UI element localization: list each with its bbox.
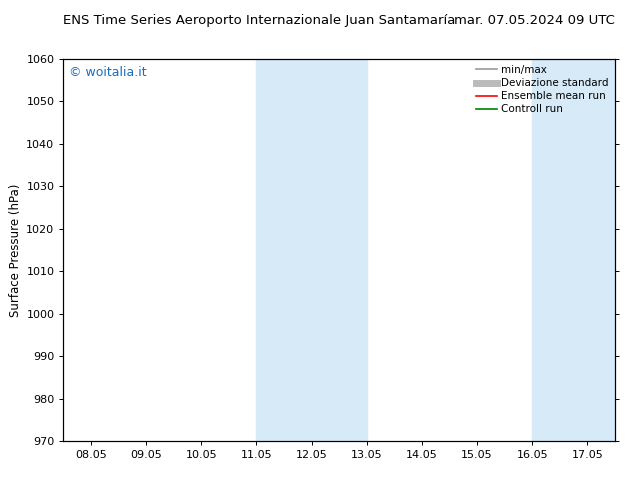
Legend: min/max, Deviazione standard, Ensemble mean run, Controll run: min/max, Deviazione standard, Ensemble m… bbox=[472, 61, 613, 119]
Bar bbox=[256, 59, 367, 441]
Text: mar. 07.05.2024 09 UTC: mar. 07.05.2024 09 UTC bbox=[454, 14, 615, 27]
Y-axis label: Surface Pressure (hPa): Surface Pressure (hPa) bbox=[9, 183, 22, 317]
Bar bbox=[533, 59, 615, 441]
Text: © woitalia.it: © woitalia.it bbox=[69, 67, 146, 79]
Text: ENS Time Series Aeroporto Internazionale Juan Santamaría: ENS Time Series Aeroporto Internazionale… bbox=[63, 14, 456, 27]
